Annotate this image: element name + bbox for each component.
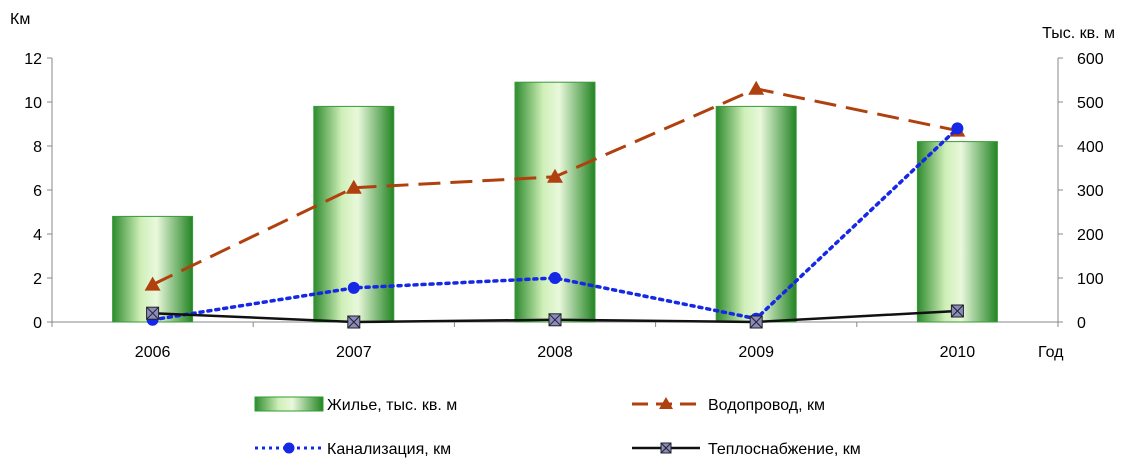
x-tick-label: 2009 xyxy=(738,344,774,361)
x-axis-ticks: 2006 2007 2008 2009 2010 xyxy=(51,322,1059,361)
left-tick-label: 8 xyxy=(33,139,42,156)
x-tick-label: 2007 xyxy=(336,344,372,361)
legend-item-housing: Жилье, тыс. кв. м xyxy=(254,396,457,414)
legend-marker-sewer xyxy=(283,442,295,454)
left-tick-label: 4 xyxy=(33,227,42,244)
right-tick-label: 300 xyxy=(1077,183,1104,200)
point-marker xyxy=(549,272,561,284)
legend-swatch-housing xyxy=(254,396,324,412)
left-tick-label: 12 xyxy=(24,51,42,68)
line-series xyxy=(144,80,966,329)
legend-marker-heat-x xyxy=(660,442,672,454)
right-tick-label: 600 xyxy=(1077,51,1104,68)
point-marker-x xyxy=(146,306,159,320)
x-tick-label: 2010 xyxy=(940,344,976,361)
point-marker xyxy=(144,276,161,291)
left-axis-ticks: 0 2 4 6 8 10 12 xyxy=(24,51,52,332)
bar-housing-2009 xyxy=(715,105,797,323)
left-tick-label: 2 xyxy=(33,271,42,288)
series-line xyxy=(150,126,960,322)
x-axis-title: Год xyxy=(1038,344,1064,361)
bar-series xyxy=(112,81,998,323)
point-marker xyxy=(347,281,360,294)
right-tick-label: 0 xyxy=(1077,315,1086,332)
legend-label-housing: Жилье, тыс. кв. м xyxy=(327,397,457,414)
series-2 xyxy=(146,304,964,329)
point-marker-x xyxy=(548,313,562,327)
legend-label-sewer: Канализация, км xyxy=(327,441,451,458)
legend-marker-water xyxy=(659,397,673,409)
right-tick-label: 500 xyxy=(1077,95,1104,112)
right-axis-title: Тыс. кв. м xyxy=(1042,25,1115,42)
bar-housing-2008 xyxy=(514,81,596,323)
legend-item-heat: Теплоснабжение, км xyxy=(632,441,861,458)
point-marker xyxy=(748,80,765,95)
point-marker-x xyxy=(951,304,964,318)
x-tick-label: 2008 xyxy=(537,344,573,361)
legend-item-water: Водопровод, км xyxy=(632,397,825,414)
x-tick-label: 2006 xyxy=(135,344,171,361)
right-tick-label: 200 xyxy=(1077,227,1104,244)
legend-label-heat: Теплоснабжение, км xyxy=(708,441,861,458)
point-marker-x xyxy=(347,315,361,329)
point-marker xyxy=(345,179,362,194)
legend-item-sewer: Канализация, км xyxy=(255,441,451,458)
legend: Жилье, тыс. кв. м Водопровод, км Канализ… xyxy=(254,396,861,458)
right-tick-label: 400 xyxy=(1077,139,1104,156)
left-tick-label: 10 xyxy=(24,95,42,112)
point-marker xyxy=(951,122,964,135)
point-marker xyxy=(547,168,563,183)
legend-label-water: Водопровод, км xyxy=(708,397,825,414)
right-axis-ticks: 0 100 200 300 400 500 600 xyxy=(1058,51,1104,332)
right-tick-label: 100 xyxy=(1077,271,1104,288)
bar-housing-2006 xyxy=(112,215,194,323)
left-tick-label: 0 xyxy=(33,315,42,332)
left-axis-title: Км xyxy=(10,11,30,28)
point-marker-x xyxy=(749,315,763,329)
left-tick-label: 6 xyxy=(33,183,42,200)
bar-housing-2010 xyxy=(916,141,998,323)
